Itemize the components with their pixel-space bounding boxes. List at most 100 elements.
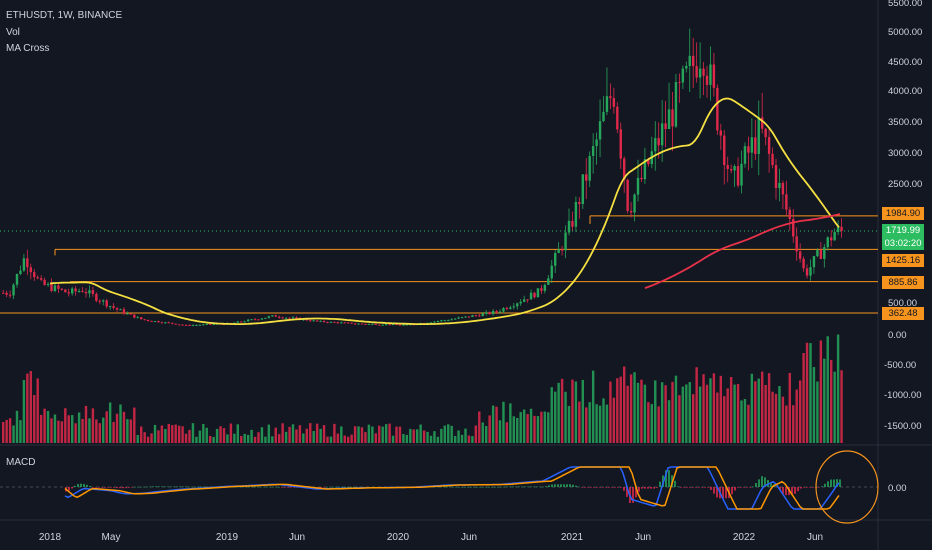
time-axis-tick: May — [102, 532, 121, 543]
macd-histogram-bar — [347, 486, 349, 488]
time-axis-tick: Jun — [807, 532, 823, 543]
ma-short-line — [49, 97, 840, 325]
candle-body — [643, 159, 647, 180]
macd-histogram-bar — [572, 484, 574, 487]
macd-histogram-bar — [539, 486, 541, 488]
volume-bar — [457, 430, 460, 443]
candle-body — [550, 265, 553, 279]
macd-indicator-label[interactable]: MACD — [6, 457, 36, 468]
volume-bar — [364, 432, 367, 443]
price-axis-tick: 5000.00 — [888, 27, 922, 38]
candle-body — [626, 179, 629, 211]
candle-body — [205, 323, 208, 325]
ma-cross-indicator-label[interactable]: MA Cross — [6, 43, 50, 54]
macd-histogram-bar — [695, 487, 697, 488]
time-axis-tick: 2022 — [733, 532, 756, 543]
volume-bar — [660, 382, 664, 443]
macd-histogram-bar — [155, 486, 157, 487]
macd-histogram-bar — [164, 486, 166, 488]
macd-histogram-bar — [137, 486, 139, 488]
volume-bar — [678, 395, 681, 443]
volume-bar — [823, 358, 826, 443]
candle-body — [674, 82, 678, 127]
volume-bar — [588, 402, 591, 443]
candle-body — [688, 55, 691, 66]
candle-body — [53, 285, 57, 292]
candle-body — [509, 307, 512, 309]
volume-bar — [360, 427, 364, 443]
candle-body — [84, 291, 88, 294]
volume-bar — [650, 404, 653, 443]
vol-indicator-label[interactable]: Vol — [6, 27, 20, 38]
volume-bar — [712, 373, 716, 443]
candle-body — [102, 300, 105, 302]
macd-histogram-bar — [512, 486, 514, 488]
volume-bar — [95, 419, 98, 443]
candle-body — [146, 319, 150, 321]
volume-bar — [764, 385, 767, 443]
candle-body — [695, 66, 698, 78]
macd-histogram-bar — [101, 487, 103, 488]
candle-body — [374, 323, 377, 325]
candle-body — [243, 321, 246, 323]
time-axis-tick: 2018 — [39, 532, 62, 543]
macd-histogram-bar — [674, 480, 676, 487]
volume-bar — [209, 435, 212, 443]
volume-axis-tick: -500.00 — [884, 360, 916, 371]
volume-bar — [688, 382, 691, 443]
candle-body — [88, 290, 91, 294]
macd-histogram-bar — [290, 487, 292, 488]
macd-histogram-bar — [593, 487, 595, 488]
macd-histogram-bar — [353, 486, 355, 488]
candle-body — [723, 135, 726, 166]
volume-bar — [88, 418, 91, 443]
macd-histogram-bar — [452, 486, 454, 488]
macd-histogram-bar — [524, 486, 526, 488]
candle-body — [502, 308, 505, 312]
volume-bar — [105, 411, 108, 443]
volume-bar — [557, 382, 560, 443]
price-axis-tick: 500.00 — [888, 298, 917, 309]
candle-body — [681, 68, 685, 83]
volume-bar — [671, 381, 674, 443]
macd-highlight-circle — [815, 450, 879, 524]
candle-body — [740, 163, 743, 186]
candle-body — [60, 288, 64, 290]
macd-histogram-bar — [494, 486, 496, 488]
candle-body — [712, 64, 716, 88]
macd-histogram-bar — [149, 486, 151, 488]
volume-bar — [460, 434, 464, 443]
candle-body — [160, 322, 164, 324]
candle-body — [126, 313, 129, 315]
candle-body — [485, 312, 488, 314]
volume-bar — [153, 424, 157, 443]
macd-histogram-bar — [683, 487, 685, 488]
candle-body — [2, 292, 5, 294]
level-tag-362: 362.48 — [882, 307, 924, 320]
volume-bar — [702, 374, 705, 443]
candle-body — [353, 323, 357, 325]
macd-histogram-bar — [158, 486, 160, 487]
candle-body — [636, 177, 640, 195]
candle-body — [560, 249, 564, 251]
macd-histogram-bar — [548, 485, 550, 487]
volume-bar — [119, 404, 122, 443]
macd-histogram-bar — [725, 487, 727, 499]
volume-bar — [67, 415, 70, 443]
macd-histogram-bar — [335, 486, 337, 488]
candle-body — [129, 313, 133, 315]
volume-bar — [519, 412, 522, 443]
volume-bar — [795, 389, 798, 443]
macd-histogram-bar — [659, 481, 661, 487]
volume-bar — [108, 402, 112, 443]
macd-histogram-bar — [503, 486, 505, 488]
candle-body — [381, 324, 384, 326]
volume-bar — [357, 426, 360, 443]
macd-histogram-bar — [731, 487, 733, 495]
macd-histogram-bar — [122, 487, 124, 489]
volume-bar — [605, 404, 609, 443]
candle-body — [750, 137, 754, 153]
macd-histogram-bar — [710, 487, 712, 490]
volume-bar — [812, 367, 816, 443]
